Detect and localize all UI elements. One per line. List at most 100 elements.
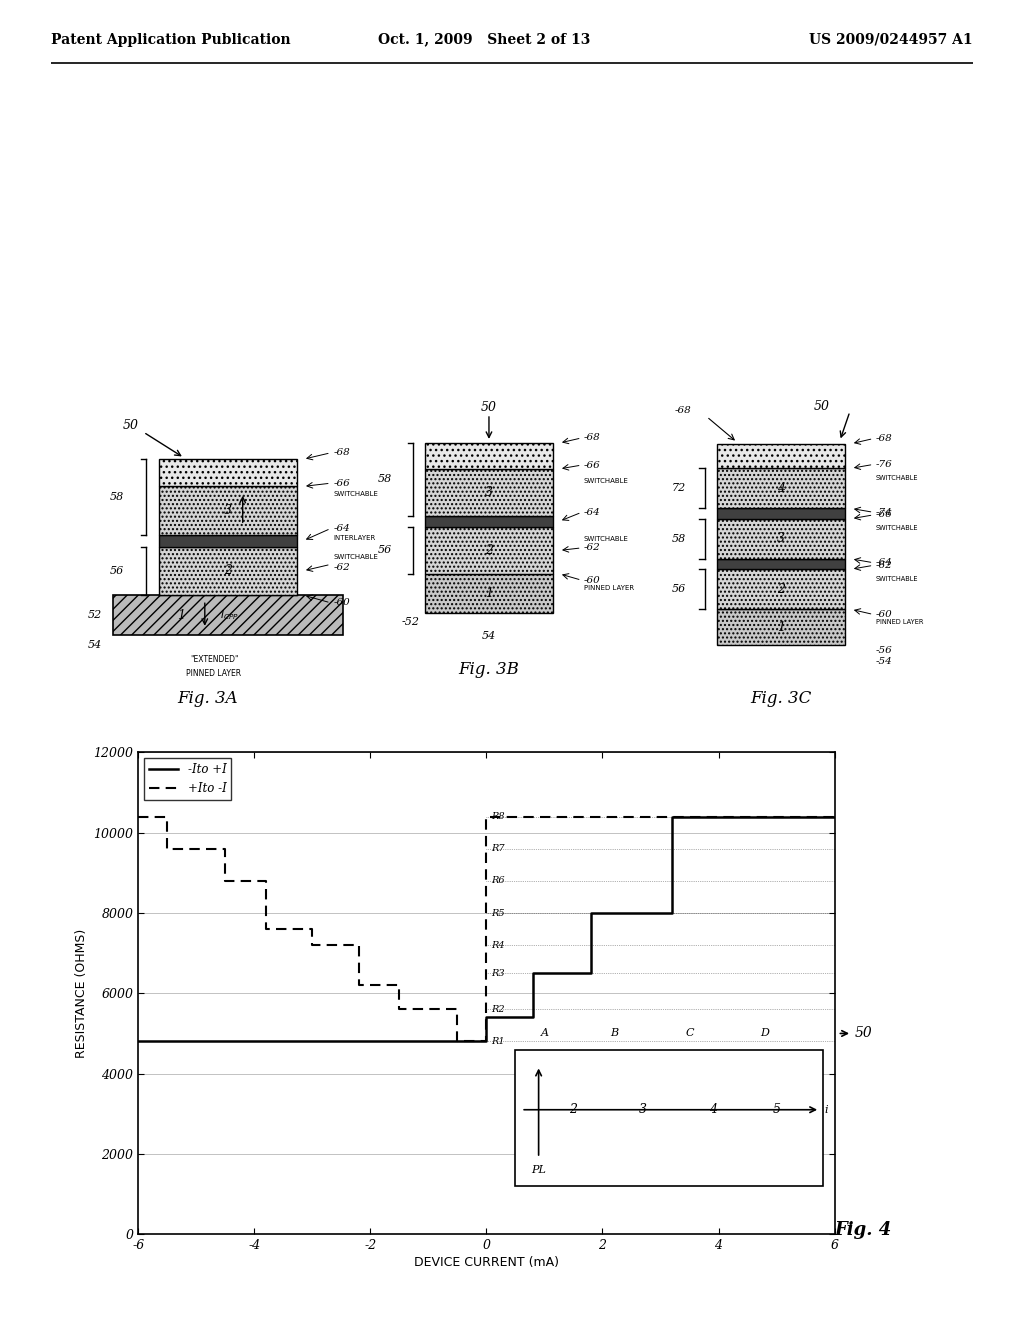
Legend: -Ito +I, +Ito -I: -Ito +I, +Ito -I [144, 758, 231, 800]
+Ito -I [260, 873, 272, 888]
Text: Fig. 3B: Fig. 3B [459, 661, 519, 678]
Bar [425, 469, 553, 516]
Text: -68: -68 [876, 434, 892, 444]
Text: Fig. 3C: Fig. 3C [751, 690, 811, 708]
Text: -68: -68 [334, 449, 350, 457]
Text: -64: -64 [334, 524, 350, 533]
Text: -60: -60 [334, 598, 350, 607]
Text: -68: -68 [584, 433, 600, 442]
Text: INTERLAYER: INTERLAYER [334, 535, 376, 541]
Text: 54: 54 [88, 640, 102, 649]
+Ito -I [452, 1002, 464, 1018]
Text: PINNED LAYER: PINNED LAYER [584, 585, 634, 591]
+Ito -I [306, 921, 318, 937]
Text: i: i [824, 1105, 827, 1114]
Text: 50: 50 [813, 400, 829, 413]
Bar [425, 574, 553, 612]
Text: 54: 54 [482, 631, 496, 640]
Text: D: D [761, 1028, 769, 1039]
Text: Oct. 1, 2009   Sheet 2 of 13: Oct. 1, 2009 Sheet 2 of 13 [378, 33, 591, 46]
-Ito +I [666, 906, 678, 921]
+Ito -I [219, 841, 231, 857]
Text: 52: 52 [88, 610, 102, 620]
Text: SWITCHABLE: SWITCHABLE [584, 536, 629, 541]
Text: R2: R2 [492, 1005, 505, 1014]
-Ito +I [666, 809, 678, 825]
Text: -60: -60 [876, 610, 892, 619]
Text: PINNED LAYER: PINNED LAYER [876, 619, 923, 624]
Bar [717, 610, 845, 645]
Bar [717, 469, 845, 508]
-Ito +I [741, 809, 754, 825]
Text: $I_{CPP}$: $I_{CPP}$ [220, 609, 239, 622]
Text: Fig. 4: Fig. 4 [835, 1221, 892, 1239]
Text: PINNED LAYER: PINNED LAYER [186, 669, 242, 677]
+Ito -I [352, 937, 365, 953]
Text: SWITCHABLE: SWITCHABLE [876, 525, 919, 532]
Bar [159, 535, 297, 546]
Text: 3: 3 [639, 1104, 647, 1117]
Text: 72: 72 [672, 483, 686, 494]
Bar [425, 527, 553, 574]
+Ito -I [480, 809, 493, 825]
Text: 3: 3 [485, 486, 493, 499]
-Ito +I [526, 965, 539, 981]
Text: -62: -62 [584, 544, 600, 552]
Text: 50: 50 [123, 420, 139, 432]
-Ito +I [828, 809, 841, 825]
-Ito +I [585, 906, 597, 921]
+Ito -I [132, 809, 144, 825]
Text: 50: 50 [855, 1027, 872, 1040]
Text: SWITCHABLE: SWITCHABLE [584, 478, 629, 483]
+Ito -I [452, 1034, 464, 1049]
Text: 1: 1 [177, 609, 185, 622]
Text: R7: R7 [492, 845, 505, 853]
Text: -74: -74 [876, 508, 892, 517]
-Ito +I [480, 1010, 493, 1026]
Text: R8: R8 [492, 812, 505, 821]
+Ito -I [828, 809, 841, 825]
Text: 3: 3 [777, 532, 784, 545]
Text: "EXTENDED": "EXTENDED" [189, 655, 239, 664]
Text: Patent Application Publication: Patent Application Publication [51, 33, 291, 46]
Text: C: C [685, 1028, 693, 1039]
Text: -56: -56 [876, 645, 892, 655]
Bar [717, 569, 845, 610]
-Ito +I [526, 1010, 539, 1026]
Text: -52: -52 [401, 618, 420, 627]
Text: -66: -66 [334, 479, 350, 487]
Text: B: B [610, 1028, 618, 1039]
Bar [717, 558, 845, 569]
Text: Fig. 3A: Fig. 3A [177, 690, 238, 708]
Text: SWITCHABLE: SWITCHABLE [334, 491, 379, 498]
Text: SWITCHABLE: SWITCHABLE [334, 553, 379, 560]
Bar [159, 459, 297, 486]
Line: -Ito +I: -Ito +I [138, 817, 835, 1041]
Text: -68: -68 [675, 405, 691, 414]
Text: -62: -62 [334, 564, 350, 572]
Text: A: A [541, 1028, 549, 1039]
Text: 58: 58 [672, 533, 686, 544]
Text: 2: 2 [224, 565, 231, 577]
Text: 2: 2 [485, 544, 493, 557]
Text: 3: 3 [224, 504, 231, 517]
Text: -76: -76 [876, 459, 892, 469]
+Ito -I [219, 873, 231, 888]
+Ito -I [161, 809, 173, 825]
-Ito +I [480, 1034, 493, 1049]
Y-axis label: RESISTANCE (OHMS): RESISTANCE (OHMS) [75, 929, 88, 1057]
+Ito -I [352, 977, 365, 993]
Text: R3: R3 [492, 969, 505, 978]
Text: 50: 50 [481, 401, 497, 414]
Text: R5: R5 [492, 908, 505, 917]
Text: 4: 4 [777, 482, 784, 495]
Text: 2: 2 [777, 582, 784, 595]
+Ito -I [393, 977, 406, 993]
Text: R1: R1 [492, 1038, 505, 1045]
+Ito -I [260, 921, 272, 937]
Bar [425, 444, 553, 469]
Text: PL: PL [531, 1166, 546, 1175]
Bar [425, 516, 553, 527]
Bar [717, 519, 845, 558]
Text: SWITCHABLE: SWITCHABLE [876, 475, 919, 480]
